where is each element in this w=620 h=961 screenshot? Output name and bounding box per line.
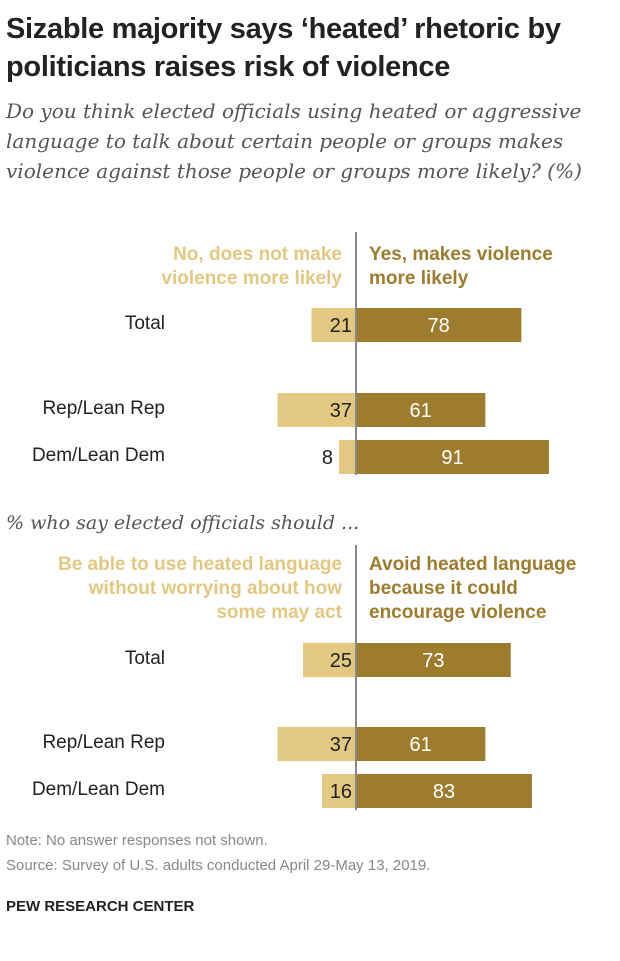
bar-right bbox=[356, 440, 549, 474]
data-label-left: 21 bbox=[330, 315, 352, 337]
data-label-right: 61 bbox=[410, 734, 432, 756]
chart-title: Sizable majority says ‘heated’ rhetoric … bbox=[6, 13, 561, 83]
category-label: Dem/Lean Dem bbox=[31, 779, 165, 800]
data-label-left: 37 bbox=[330, 400, 352, 422]
bar-left bbox=[311, 308, 356, 342]
brand-logo-text: PEW RESEARCH CENTER bbox=[6, 898, 195, 915]
data-label-right: 91 bbox=[441, 447, 463, 469]
data-label-right: 78 bbox=[428, 315, 450, 337]
bar-right bbox=[356, 774, 532, 808]
data-label-left: 37 bbox=[330, 734, 352, 756]
bar-left bbox=[303, 643, 356, 677]
source: Source: Survey of U.S. adults conducted … bbox=[6, 857, 431, 874]
data-label-right: 83 bbox=[433, 781, 455, 803]
chart-subtitle: Do you think elected officials using hea… bbox=[6, 99, 582, 183]
data-label-left: 8 bbox=[322, 447, 333, 469]
legend-right-1: Yes, makes violence more likely bbox=[369, 244, 553, 289]
bar-left bbox=[277, 393, 356, 427]
data-label-right: 73 bbox=[422, 650, 444, 672]
data-label-right: 61 bbox=[410, 400, 432, 422]
data-label-left: 25 bbox=[330, 650, 352, 672]
bar-left bbox=[277, 727, 356, 761]
legend-left-2: Be able to use heated language without w… bbox=[57, 554, 342, 623]
bar-left bbox=[322, 774, 356, 808]
bar-right bbox=[356, 643, 511, 677]
note: Note: No answer responses not shown. bbox=[6, 832, 268, 849]
bar-right bbox=[356, 308, 522, 342]
chart2-subtitle: % who say elected officials should ... bbox=[6, 512, 360, 534]
bar-left bbox=[339, 440, 356, 474]
category-label: Total bbox=[124, 313, 165, 334]
category-label: Rep/Lean Rep bbox=[42, 398, 165, 419]
bar-right bbox=[356, 727, 486, 761]
data-label-left: 16 bbox=[330, 781, 352, 803]
category-label: Total bbox=[124, 648, 165, 669]
legend-right-2: Avoid heated language because it could e… bbox=[369, 554, 577, 623]
legend-left-1: No, does not make violence more likely bbox=[161, 244, 342, 289]
category-label: Rep/Lean Rep bbox=[42, 732, 165, 753]
category-label: Dem/Lean Dem bbox=[31, 445, 165, 466]
bar-right bbox=[356, 393, 486, 427]
